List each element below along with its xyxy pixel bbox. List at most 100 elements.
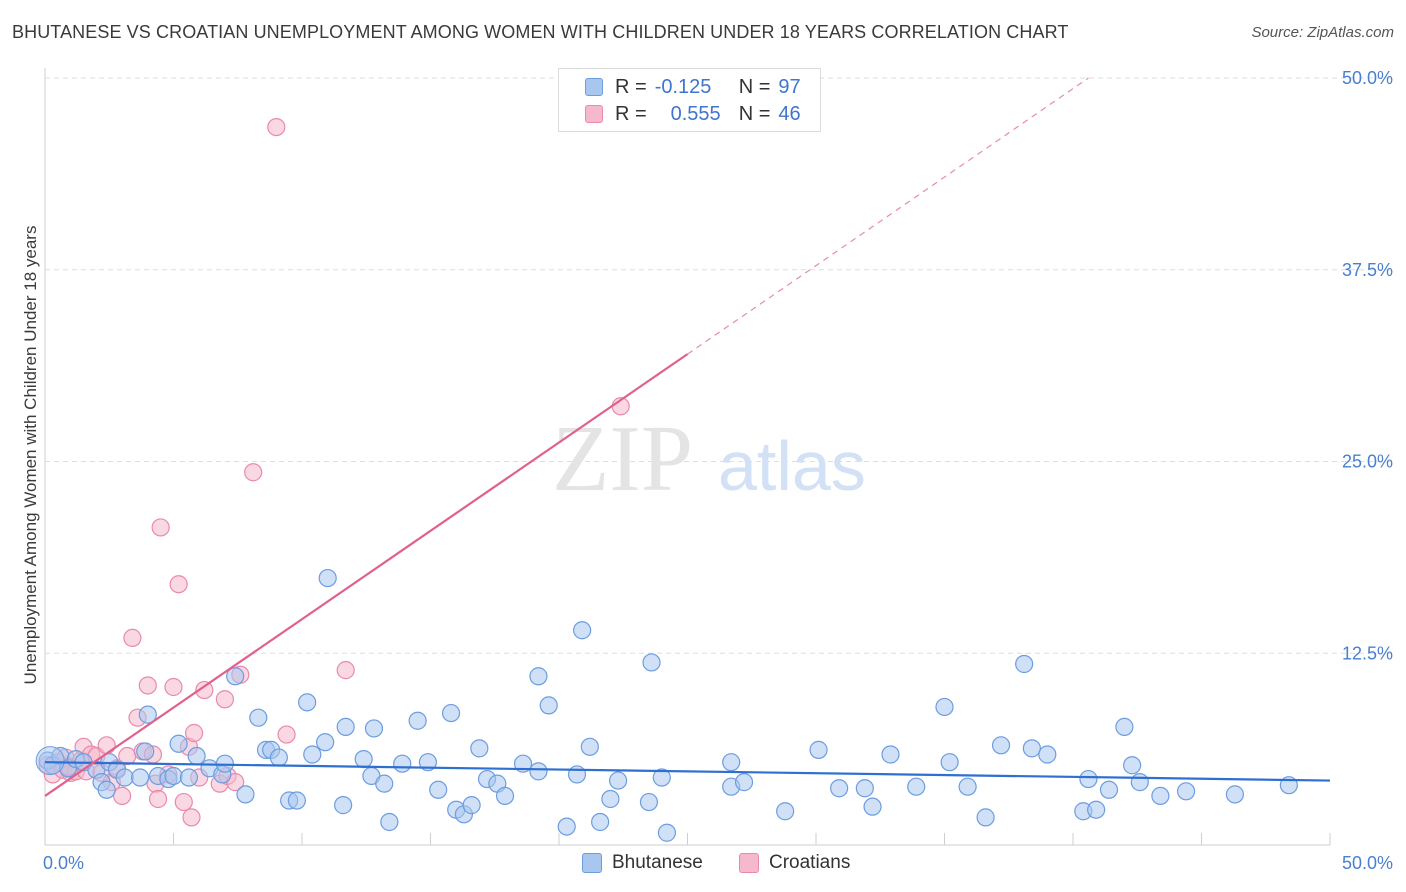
croatians-point <box>267 117 286 137</box>
bhutanese-point <box>97 780 116 799</box>
bhutanese-point <box>652 768 671 787</box>
bhutanese-point <box>179 768 199 787</box>
legend-swatch-pink <box>739 853 759 873</box>
bhutanese-point <box>1087 800 1106 819</box>
croatians-point <box>169 575 188 594</box>
croatians-point <box>151 518 170 537</box>
correlation-legend: R = -0.125 N = 97 R = 0.555 N = 46 <box>558 68 821 132</box>
y-tick-label: 50.0% <box>1342 68 1393 88</box>
bhutanese-point <box>334 796 353 815</box>
bhutanese-point <box>236 785 255 804</box>
y-axis-label: Unemployment Among Women with Children U… <box>21 226 40 685</box>
bhutanese-point <box>855 779 874 798</box>
croatians-point <box>138 676 157 695</box>
bhutanese-point <box>495 786 515 806</box>
bhutanese-point <box>130 768 150 787</box>
series-legend-croatians: Croatians <box>739 852 850 874</box>
croatians-point <box>182 808 201 827</box>
y-tick-label: 12.5% <box>1342 643 1393 663</box>
bhutanese-point <box>298 693 317 712</box>
bhutanese-point <box>1176 782 1196 801</box>
legend-n-value: 46 <box>778 102 801 125</box>
bhutanese-point <box>364 719 384 738</box>
x-tick-label: 0.0% <box>43 853 84 873</box>
bhutanese-point <box>1079 769 1098 789</box>
bhutanese-point <box>249 708 268 727</box>
croatians-points <box>38 117 630 827</box>
bhutanese-point <box>393 754 412 773</box>
grid-lines <box>45 77 1392 654</box>
bhutanese-point <box>164 766 183 786</box>
legend-n-value: 97 <box>778 75 801 98</box>
bhutanese-point <box>591 812 610 832</box>
chart-source: Source: ZipAtlas.com <box>1251 24 1394 41</box>
legend-r-label: R = <box>615 102 647 125</box>
bhutanese-point <box>580 737 599 756</box>
bhutanese-point <box>462 796 481 815</box>
croatians-point <box>244 463 263 482</box>
y-tick-label: 25.0% <box>1342 452 1393 472</box>
bhutanese-point <box>1225 785 1245 804</box>
croatians-point <box>195 680 214 700</box>
watermark: ZIP atlas <box>552 407 866 511</box>
axes <box>44 68 1331 846</box>
bhutanese-points <box>35 568 1298 842</box>
bhutanese-point <box>529 762 548 781</box>
series-legend-label: Bhutanese <box>612 852 703 873</box>
bhutanese-point <box>601 789 620 809</box>
bhutanese-point <box>1099 780 1119 799</box>
bhutanese-point <box>976 808 995 827</box>
series-legend: Bhutanese Croatians <box>0 852 1406 878</box>
bhutanese-point <box>809 740 828 759</box>
bhutanese-point <box>935 697 954 717</box>
bhutanese-point <box>529 667 548 686</box>
bhutanese-point <box>940 753 959 772</box>
bhutanese-point <box>557 817 576 836</box>
bhutanese-point <box>35 746 65 776</box>
croatians-point <box>97 736 116 755</box>
bhutanese-point <box>863 797 882 816</box>
bhutanese-point <box>136 742 155 761</box>
bhutanese-point <box>567 765 587 784</box>
bhutanese-point <box>269 748 288 767</box>
bhutanese-point <box>642 653 661 672</box>
bhutanese-point <box>1015 654 1034 674</box>
bhutanese-point <box>573 621 592 640</box>
croatians-point <box>174 792 193 812</box>
croatians-trend-extension <box>687 77 1089 355</box>
series-legend-label: Croatians <box>769 852 851 873</box>
bhutanese-point <box>354 749 373 769</box>
croatians-point <box>123 628 142 648</box>
bhutanese-point <box>1130 773 1149 792</box>
bhutanese-point <box>408 711 427 730</box>
watermark-zip: ZIP <box>552 407 693 511</box>
bhutanese-point <box>991 736 1011 755</box>
bhutanese-point <box>1022 739 1041 758</box>
bhutanese-point <box>138 705 157 724</box>
bhutanese-point <box>429 780 448 799</box>
legend-swatch-blue <box>582 853 602 873</box>
bhutanese-point <box>609 771 628 790</box>
bhutanese-point <box>830 779 849 798</box>
bhutanese-point <box>1115 717 1134 736</box>
bhutanese-point <box>169 734 188 753</box>
bhutanese-point <box>115 768 134 787</box>
bhutanese-point <box>1123 756 1142 775</box>
bhutanese-point <box>1038 745 1057 764</box>
croatians-point <box>164 677 183 697</box>
croatians-point <box>215 690 234 709</box>
bhutanese-point <box>316 733 335 752</box>
trend-lines <box>44 77 1331 797</box>
croatians-point <box>148 789 168 809</box>
bhutanese-point <box>318 568 337 588</box>
bhutanese-trend-line <box>44 761 1331 782</box>
bhutanese-point <box>441 703 461 723</box>
bhutanese-point <box>418 753 438 772</box>
series-legend-bhutanese: Bhutanese <box>582 852 703 874</box>
watermark-atlas: atlas <box>718 427 866 505</box>
bhutanese-point <box>722 753 741 772</box>
legend-row-bhutanese: R = -0.125 N = 97 <box>585 74 801 100</box>
legend-n-label: N = <box>738 75 771 98</box>
bhutanese-point <box>1151 786 1170 806</box>
legend-row-croatians: R = 0.555 N = 46 <box>585 101 801 127</box>
